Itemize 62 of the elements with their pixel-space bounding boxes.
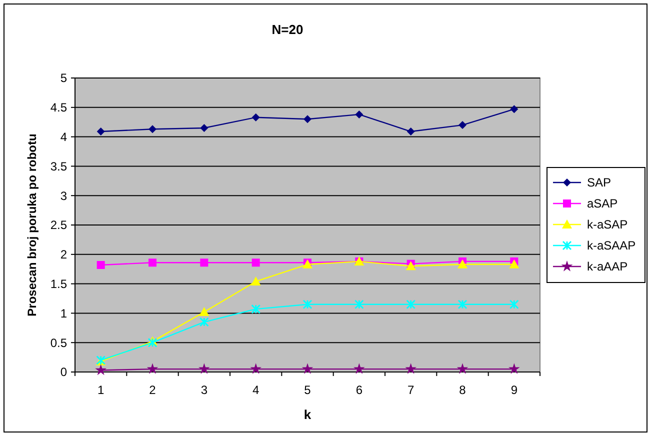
point — [252, 113, 260, 122]
y-tick-label: 2.5 — [50, 218, 68, 232]
legend-label: SAP — [587, 176, 612, 190]
y-tick-label: 2 — [60, 248, 68, 262]
y-tick-label: 0.5 — [50, 336, 68, 350]
point — [96, 128, 105, 136]
point — [148, 125, 156, 134]
y-tick-label: 1.5 — [50, 277, 68, 291]
x-tick-label: 6 — [356, 383, 363, 397]
legend-label: k-aAAP — [587, 260, 628, 274]
y-tick-label: 3.5 — [50, 159, 68, 174]
point — [198, 363, 210, 374]
point — [148, 258, 156, 267]
legend-label: k-aSAAP — [587, 238, 636, 253]
x-tick-label: 8 — [459, 383, 466, 397]
point — [458, 121, 466, 130]
x-tick-label: 7 — [407, 383, 414, 397]
point — [458, 300, 468, 310]
x-tick-label: 1 — [97, 383, 104, 397]
legend-label: aSAP — [587, 196, 618, 211]
point — [354, 300, 364, 310]
y-tick-label: 0 — [60, 365, 68, 380]
point — [406, 128, 415, 136]
point — [146, 363, 158, 374]
point — [302, 363, 314, 374]
y-tick-label: 3 — [60, 188, 68, 203]
point — [508, 363, 520, 374]
point — [509, 259, 520, 268]
point — [200, 258, 208, 267]
point — [405, 363, 417, 374]
y-tick-label: 5 — [60, 71, 68, 86]
point — [251, 304, 261, 314]
point — [355, 110, 364, 118]
y-tick-label: 4 — [60, 130, 68, 144]
point — [406, 300, 416, 310]
point — [250, 363, 262, 374]
point — [95, 364, 107, 376]
point — [302, 300, 312, 310]
point — [252, 258, 260, 267]
point — [456, 363, 468, 374]
x-tick-label: 2 — [149, 383, 156, 397]
point — [510, 105, 518, 114]
x-tick-label: 9 — [510, 383, 518, 397]
point — [458, 259, 468, 268]
point — [353, 363, 365, 374]
point — [200, 124, 208, 132]
x-axis-title: k — [304, 407, 312, 422]
point — [96, 260, 105, 269]
legend-label: k-aSAP — [587, 218, 628, 232]
x-tick-label: 3 — [200, 383, 208, 397]
x-tick-label: 4 — [252, 383, 260, 397]
point — [199, 317, 209, 327]
chart-title: N=20 — [272, 22, 304, 37]
x-tick-label: 5 — [304, 383, 312, 397]
point — [509, 300, 519, 310]
y-axis-title: Prosecan broj poruka po robotu — [25, 134, 39, 316]
point — [406, 261, 416, 270]
point — [304, 115, 312, 124]
y-tick-label: 4.5 — [50, 100, 68, 115]
y-tick-label: 1 — [60, 306, 68, 320]
point — [199, 307, 210, 316]
point — [250, 276, 261, 286]
